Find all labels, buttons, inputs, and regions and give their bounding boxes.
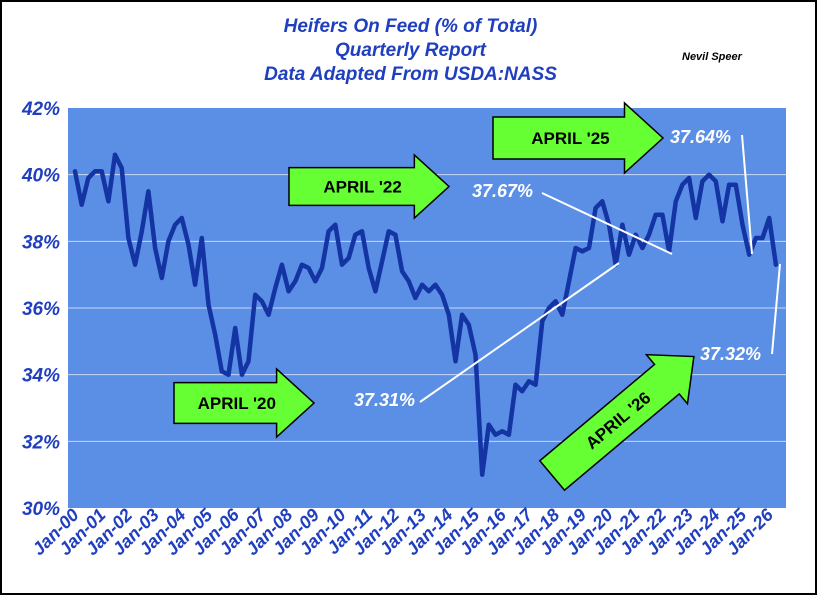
- arrow-label: APRIL '20: [198, 394, 276, 413]
- y-tick-label: 34%: [22, 366, 60, 387]
- chart-title-line-3: Data Adapted From USDA:NASS: [264, 64, 557, 85]
- author-credit: Nevil Speer: [682, 51, 742, 63]
- y-tick-label: 42%: [21, 99, 60, 120]
- arrow-shape: [492, 101, 665, 175]
- callout-line: [771, 263, 781, 355]
- arrow-shape: [288, 153, 451, 220]
- series-line: [72, 152, 779, 477]
- chart-title-line-2: Quarterly Report: [335, 40, 486, 61]
- callout-value: 37.64%: [670, 127, 731, 147]
- callout-line: [741, 134, 753, 255]
- arrow-shape: [538, 353, 695, 492]
- callout-value: 37.32%: [700, 344, 761, 364]
- callout-line: [419, 262, 620, 403]
- y-tick-label: 32%: [22, 432, 60, 453]
- annotation-arrow: APRIL '22: [288, 153, 451, 220]
- y-tick-label: 30%: [22, 499, 60, 520]
- chart-title-line-1: Heifers On Feed (% of Total): [283, 16, 538, 37]
- arrow-label: APRIL '22: [323, 178, 401, 197]
- y-tick-label: 36%: [22, 299, 60, 320]
- y-tick-label: 40%: [21, 166, 60, 187]
- callout-line: [541, 192, 673, 255]
- callout-value: 37.67%: [472, 181, 533, 201]
- annotation-arrow: APRIL '25: [492, 101, 665, 175]
- arrow-shape: [173, 367, 316, 439]
- callout-value: 37.31%: [354, 390, 415, 410]
- y-tick-label: 38%: [22, 232, 60, 253]
- arrow-label: APRIL '25: [531, 129, 609, 148]
- annotation-arrow: APRIL '20: [173, 367, 316, 439]
